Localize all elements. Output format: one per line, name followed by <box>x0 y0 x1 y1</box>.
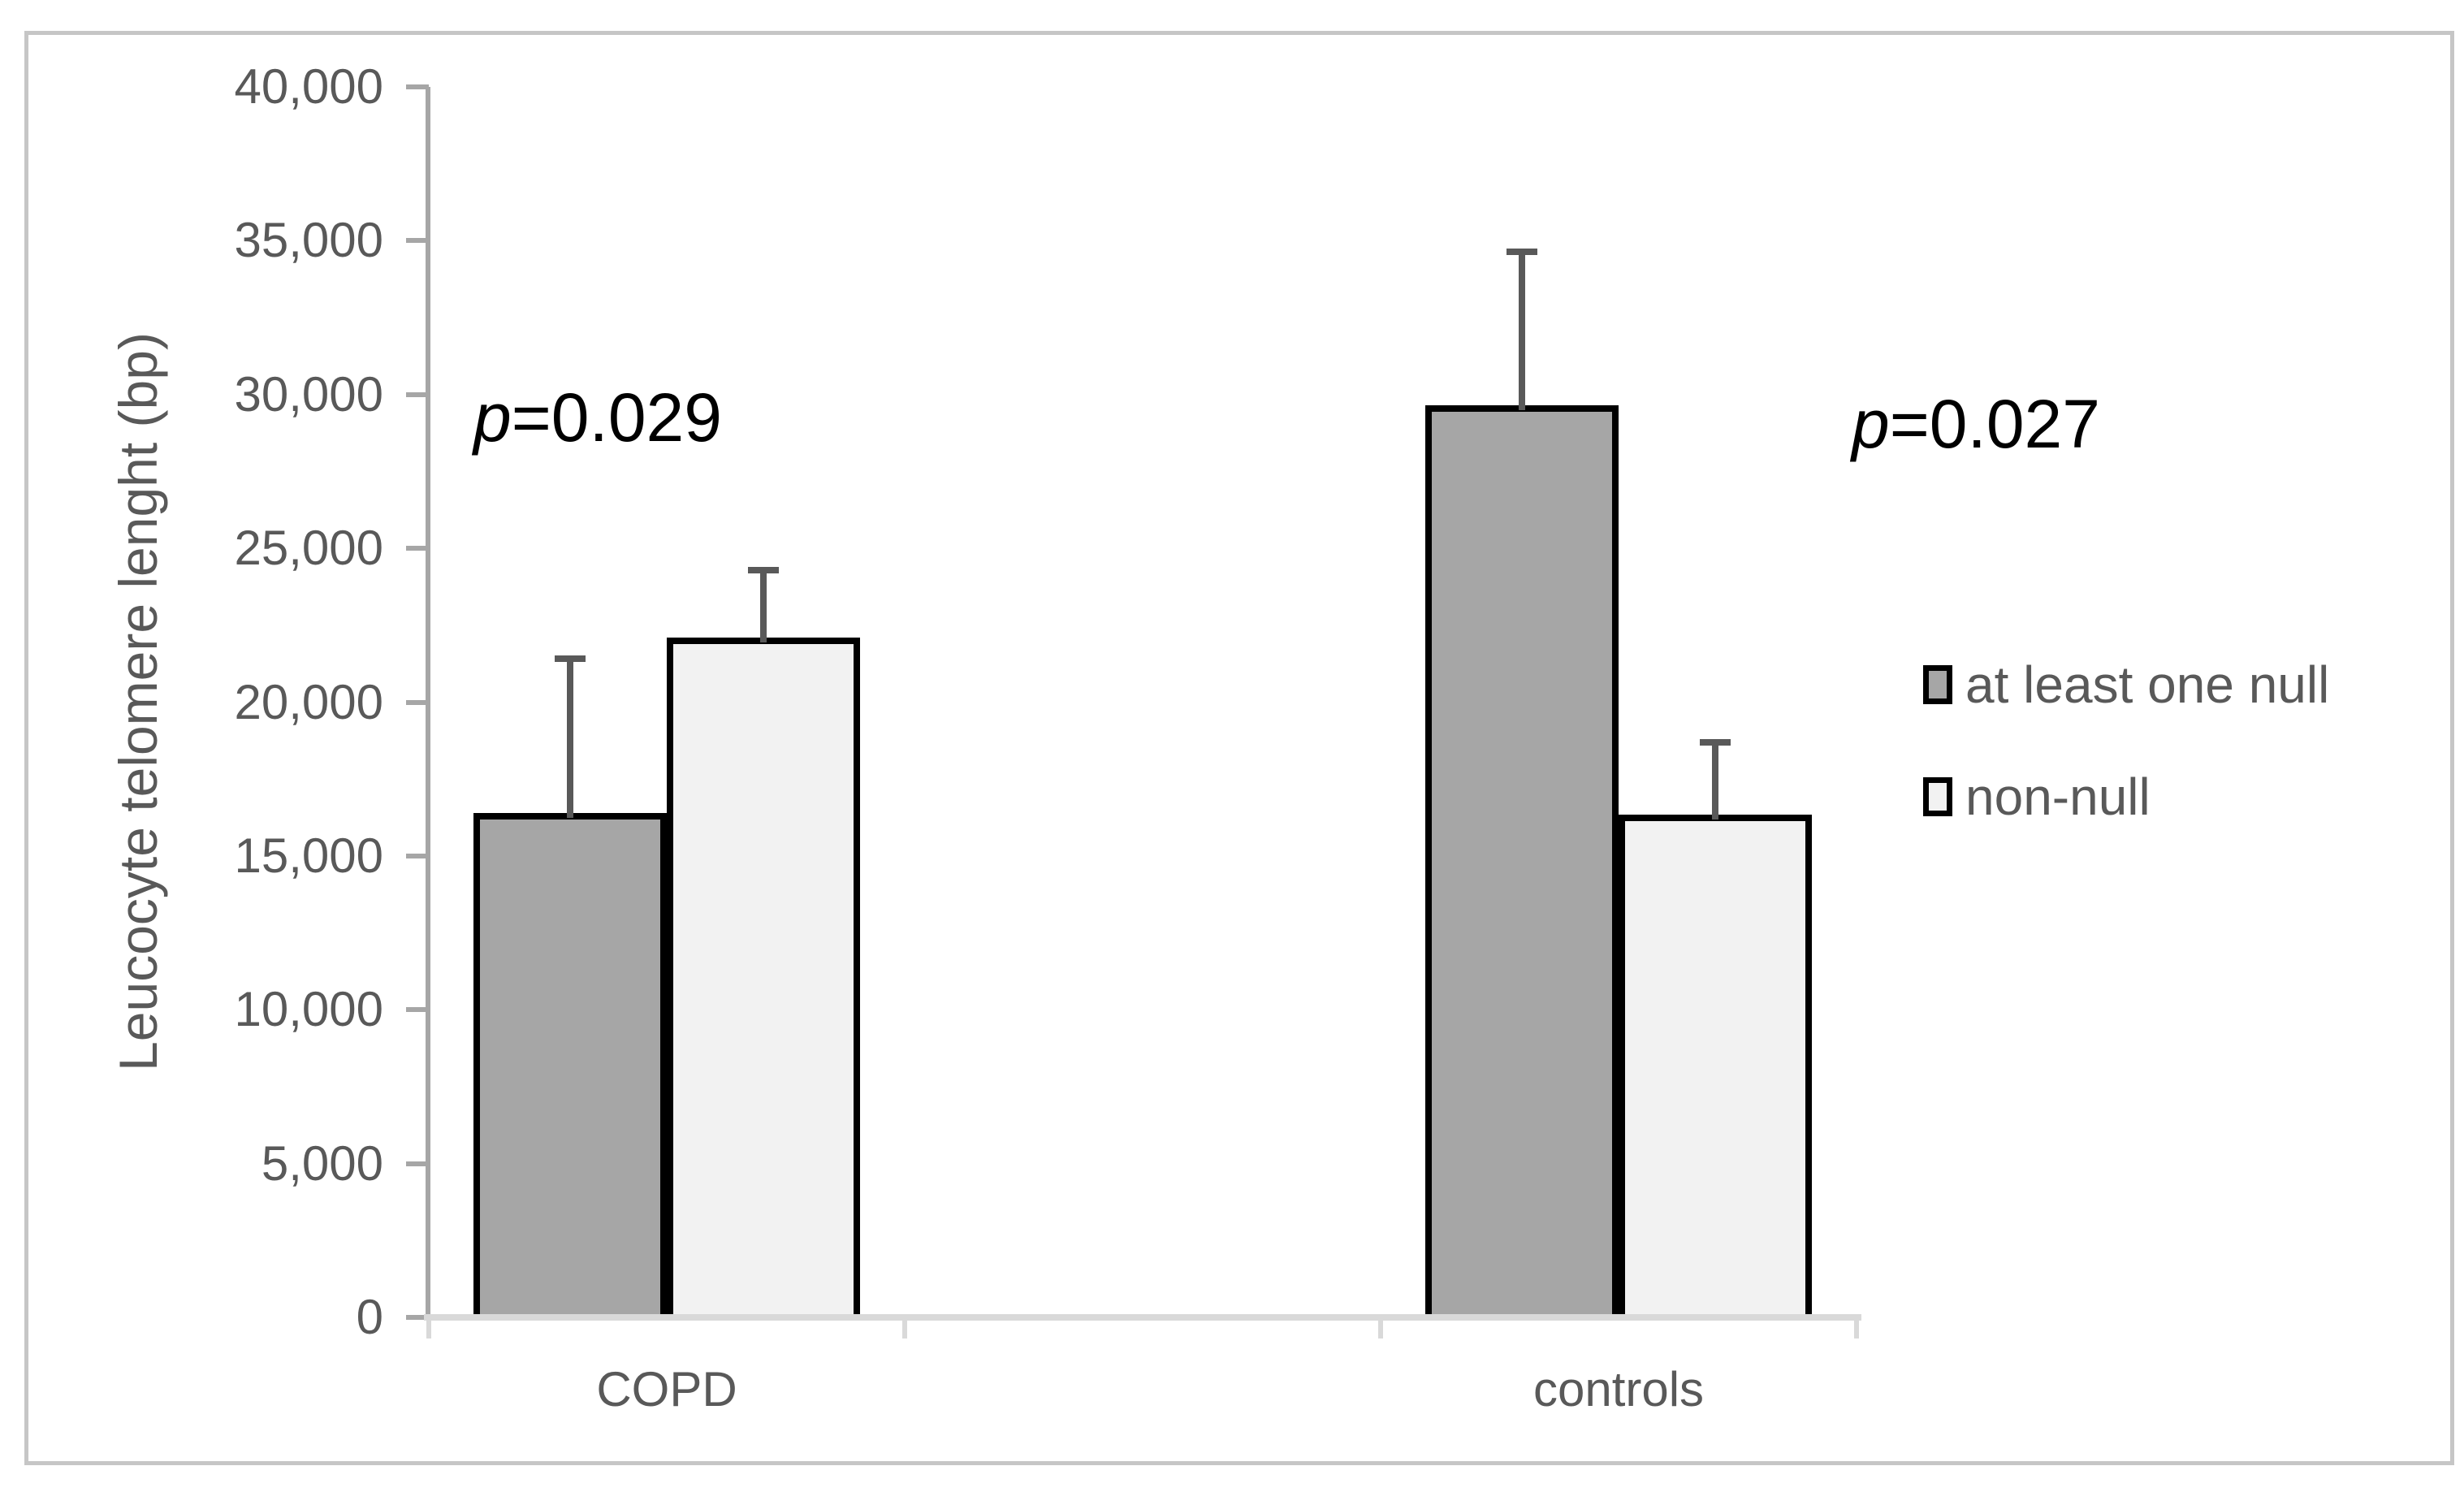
annotation-p-controls: p=0.027 <box>1852 387 2100 461</box>
legend-item-at-least-one-null: at least one null <box>1923 655 2330 714</box>
legend: at least one null non-null <box>1923 655 2330 880</box>
annotation-p-copd-prefix: p <box>473 379 512 456</box>
x-category-label-copd: COPD <box>596 1362 737 1416</box>
error-bar-line-copd-non-null <box>760 569 767 642</box>
y-tick-label: 0 <box>356 1290 383 1344</box>
error-bar-cap-copd-non-null <box>748 566 779 573</box>
y-tick-label: 40,000 <box>234 59 383 114</box>
y-tick <box>406 853 429 858</box>
legend-label-non-null: non-null <box>1965 768 2151 826</box>
y-tick <box>406 238 429 244</box>
y-tick <box>406 84 429 89</box>
y-tick <box>406 391 429 397</box>
y-tick <box>406 1161 429 1166</box>
y-tick-label: 25,000 <box>234 521 383 576</box>
legend-swatch-non-null <box>1923 777 1952 816</box>
x-axis-line <box>424 1314 1861 1321</box>
x-tick <box>1854 1321 1859 1338</box>
y-tick <box>406 699 429 705</box>
y-tick-label: 5,000 <box>261 1135 383 1191</box>
bar-copd-at-least-one-null <box>473 812 667 1317</box>
error-bar-line-controls-non-null <box>1712 742 1718 820</box>
x-tick <box>1378 1321 1383 1338</box>
error-bar-cap-copd-at-least-one-null <box>555 655 586 663</box>
y-tick-label: 15,000 <box>234 828 383 883</box>
y-tick <box>406 1315 429 1320</box>
bar-copd-non-null <box>667 637 860 1317</box>
x-tick <box>902 1321 907 1338</box>
x-category-label-controls: controls <box>1532 1362 1705 1416</box>
legend-label-at-least-one-null: at least one null <box>1965 655 2330 714</box>
y-axis-line <box>426 87 430 1317</box>
y-tick-label: 35,000 <box>234 213 383 268</box>
x-tick <box>426 1321 431 1338</box>
legend-swatch-at-least-one-null <box>1923 665 1952 704</box>
bar-controls-at-least-one-null <box>1425 405 1619 1317</box>
y-tick <box>406 546 429 551</box>
annotation-p-controls-value: =0.027 <box>1889 386 2100 462</box>
y-tick-label: 30,000 <box>234 366 383 422</box>
error-bar-cap-controls-non-null <box>1700 738 1731 746</box>
error-bar-cap-controls-at-least-one-null <box>1506 248 1537 255</box>
annotation-p-copd: p=0.029 <box>473 380 722 455</box>
y-tick <box>406 1007 429 1013</box>
bar-controls-non-null <box>1619 814 1812 1317</box>
y-tick-label: 20,000 <box>234 674 383 729</box>
error-bar-line-copd-at-least-one-null <box>567 659 573 818</box>
error-bar-line-controls-at-least-one-null <box>1519 251 1525 410</box>
legend-item-non-null: non-null <box>1923 768 2329 826</box>
annotation-p-controls-prefix: p <box>1852 386 1890 462</box>
annotation-p-copd-value: =0.029 <box>511 379 722 456</box>
y-tick-label: 10,000 <box>234 982 383 1037</box>
